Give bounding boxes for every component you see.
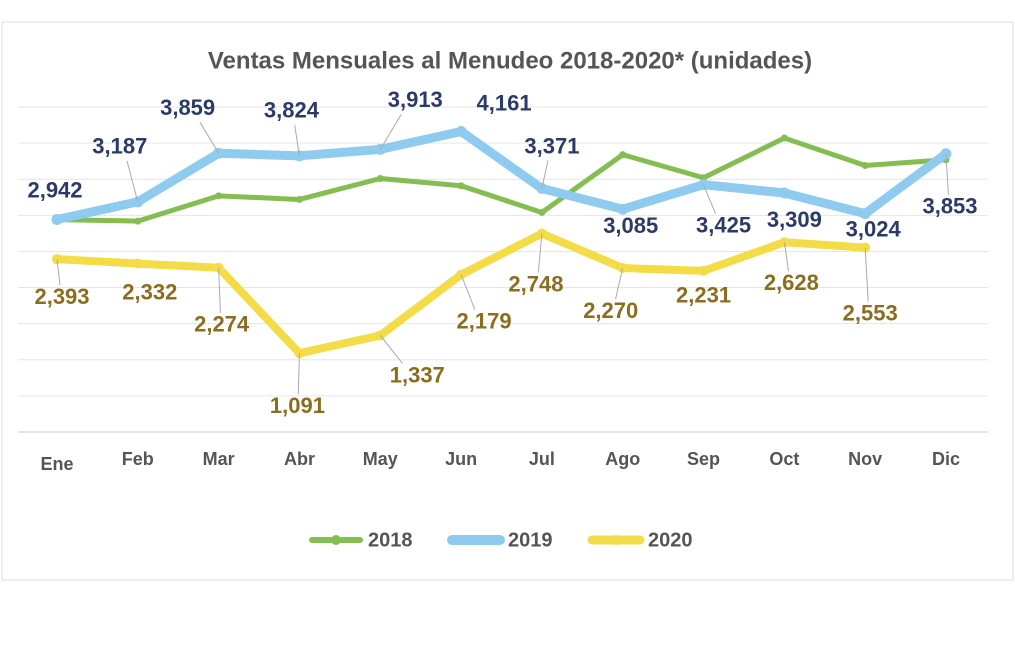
x-tick-label: Dic <box>932 449 960 469</box>
x-tick-label: Jul <box>529 449 555 469</box>
x-tick-label: Ene <box>40 454 73 474</box>
data-label: 3,371 <box>524 133 579 158</box>
x-tick-label: Oct <box>769 449 799 469</box>
legend-marker <box>331 535 341 545</box>
leader-line <box>56 259 61 286</box>
data-point <box>132 258 143 269</box>
data-label: 3,824 <box>264 98 320 123</box>
leader-line <box>615 267 624 300</box>
data-point <box>617 203 629 215</box>
data-label: 3,425 <box>696 212 751 237</box>
x-tick-label: May <box>363 449 398 469</box>
data-label: 2,628 <box>764 270 819 295</box>
leader-line <box>541 160 549 189</box>
data-label: 3,853 <box>922 194 977 219</box>
data-point <box>619 151 627 159</box>
data-point <box>780 134 788 142</box>
x-tick-label: Sep <box>687 449 720 469</box>
leader-line <box>460 274 476 310</box>
legend-label: 2019 <box>508 529 553 551</box>
data-label: 2,231 <box>676 283 731 308</box>
data-label: 2,748 <box>508 271 563 296</box>
leader-line <box>199 122 220 154</box>
leader-line <box>703 184 717 214</box>
legend-label: 2020 <box>648 529 693 551</box>
series-line <box>52 126 951 225</box>
x-tick-label: Jun <box>445 449 477 469</box>
data-label: 2,270 <box>583 298 638 323</box>
data-point <box>698 265 709 276</box>
data-label: 1,337 <box>390 362 445 387</box>
data-point <box>295 195 303 203</box>
data-point <box>134 217 142 225</box>
data-label: 2,553 <box>843 300 898 325</box>
series-line <box>54 135 949 224</box>
data-point <box>861 162 869 169</box>
leader-line <box>945 153 949 195</box>
x-tick-label: Nov <box>848 449 882 469</box>
leader-line <box>294 124 300 156</box>
chart-frame <box>1 21 1014 581</box>
data-point <box>51 214 63 226</box>
leader-line <box>297 353 300 395</box>
data-label: 3,859 <box>160 95 215 120</box>
x-tick-label: Mar <box>203 449 235 469</box>
legend-marker <box>471 535 481 545</box>
data-label: 2,332 <box>122 279 177 304</box>
legend-label: 2018 <box>368 529 413 551</box>
data-label: 1,091 <box>270 393 325 418</box>
data-point <box>457 182 465 190</box>
data-label: 4,161 <box>477 90 532 115</box>
data-label: 2,179 <box>457 308 512 333</box>
data-point <box>538 208 546 216</box>
data-point <box>215 192 223 200</box>
leader-line <box>864 247 869 302</box>
leader-line <box>218 267 221 313</box>
leader-line <box>126 160 139 202</box>
data-point <box>455 125 467 137</box>
data-label: 3,913 <box>388 87 443 112</box>
data-label: 2,393 <box>34 284 89 309</box>
leader-line <box>783 242 790 272</box>
x-tick-label: Abr <box>284 449 315 469</box>
data-label: 2,274 <box>194 312 250 337</box>
data-label: 3,187 <box>92 134 147 159</box>
x-tick-label: Feb <box>122 449 154 469</box>
legend-marker <box>611 535 621 545</box>
leader-line <box>379 335 403 364</box>
data-label: 3,024 <box>846 216 902 241</box>
chart-title: Ventas Mensuales al Menudeo 2018-2020* (… <box>208 47 812 74</box>
data-point <box>778 187 790 199</box>
data-label: 3,085 <box>603 213 658 238</box>
data-point <box>376 175 384 182</box>
data-label: 3,309 <box>767 207 822 232</box>
leader-line <box>537 233 543 273</box>
leader-line <box>379 114 402 150</box>
data-point <box>859 208 871 220</box>
x-tick-label: Ago <box>605 449 640 469</box>
data-label: 2,942 <box>27 177 82 202</box>
